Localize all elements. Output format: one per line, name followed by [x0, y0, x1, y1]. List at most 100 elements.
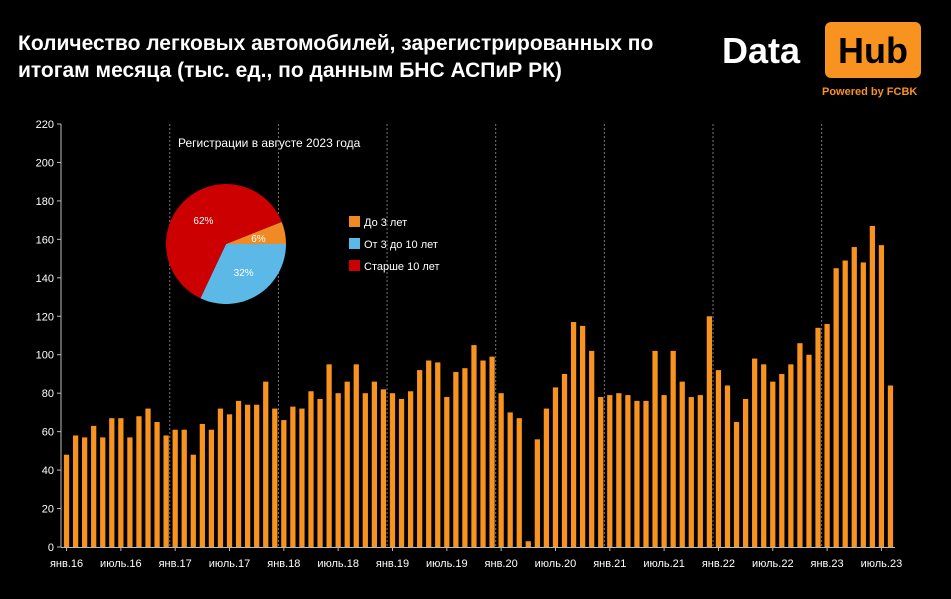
x-tick-label: июль.16: [100, 558, 142, 570]
y-tick-label: 60: [42, 427, 54, 439]
bar: [136, 416, 142, 547]
bar: [507, 412, 513, 547]
bar: [118, 418, 124, 547]
bar: [697, 395, 703, 547]
bar: [172, 429, 178, 547]
logo-hub-text: Hub: [838, 30, 908, 71]
logo-data-text: Data: [722, 30, 801, 71]
legend-swatch: [349, 238, 360, 249]
axes: 0 20 40 60 80 100 120 140 160 180 200 220 янв.16 июль…: [36, 119, 903, 570]
bar: [226, 414, 233, 547]
x-tick-label: июль.17: [209, 558, 251, 570]
bar: [706, 316, 713, 547]
bar: [163, 435, 169, 547]
pie-slice-label: 6%: [251, 234, 266, 245]
bar: [869, 225, 875, 547]
pie-slice: [200, 244, 286, 304]
bar: [607, 395, 613, 547]
bar: [462, 368, 468, 547]
bar: [254, 404, 260, 547]
bar: [72, 435, 79, 547]
bar: [534, 439, 540, 547]
bar: [742, 398, 749, 547]
bar: [779, 373, 785, 547]
bar: [561, 373, 568, 547]
bar: [715, 370, 722, 547]
bar: [661, 395, 667, 547]
bar: [190, 454, 196, 547]
bar: [154, 422, 160, 547]
datahub-logo: Data Hub Powered by FCBK: [722, 20, 922, 100]
y-tick-label: 180: [36, 196, 54, 208]
bar: [842, 260, 848, 547]
x-tick-label: июль.21: [643, 558, 685, 570]
x-tick-label: янв.20: [485, 558, 518, 570]
bar: [263, 381, 269, 547]
bar: [878, 245, 885, 547]
bar: [208, 429, 215, 547]
y-tick-label: 0: [48, 542, 54, 554]
x-tick-label: янв.23: [811, 558, 844, 570]
bar: [525, 541, 531, 547]
bar: [272, 408, 278, 547]
bar: [371, 381, 378, 547]
bar: [453, 372, 459, 547]
bar: [652, 350, 658, 547]
logo-powered-by: Powered by FCBK: [822, 86, 918, 98]
bar: [181, 429, 187, 547]
legend-label: Старше 10 лет: [364, 261, 440, 273]
bar: [824, 323, 830, 547]
y-tick-label: 120: [36, 311, 54, 323]
legend-swatch: [349, 260, 360, 271]
bar: [426, 360, 432, 547]
y-tick-label: 100: [36, 350, 54, 362]
y-tick-label: 20: [42, 504, 54, 516]
bar: [860, 262, 866, 547]
bar: [634, 400, 640, 547]
bar: [761, 364, 767, 547]
x-tick-label: июль.20: [535, 558, 577, 570]
bar: [145, 408, 151, 547]
bar: [444, 397, 450, 547]
bar: [82, 437, 88, 547]
bar: [498, 393, 504, 547]
bar: [100, 437, 106, 547]
bar: [770, 381, 776, 547]
bar: [109, 418, 115, 547]
bar: [643, 400, 649, 547]
bar: [733, 422, 740, 547]
x-tick-label: июль.19: [426, 558, 468, 570]
bar: [299, 408, 305, 547]
bar: [317, 398, 323, 547]
pie-title: Регистрации в августе 2023 года: [178, 136, 361, 150]
bar: [480, 360, 486, 547]
bar: [435, 362, 441, 547]
bar: [91, 425, 97, 547]
bar: [199, 423, 205, 547]
bar: [380, 389, 387, 547]
bar: [127, 437, 133, 547]
y-tick-label: 160: [36, 234, 54, 246]
y-tick-label: 220: [36, 119, 54, 131]
bar: [752, 358, 758, 547]
bar: [353, 364, 359, 547]
bar: [579, 325, 586, 547]
bars: [63, 225, 894, 547]
legend-label: От 3 до 10 лет: [364, 239, 438, 251]
bar: [362, 393, 368, 547]
legend-label: До 3 лет: [364, 217, 407, 229]
legend-swatch: [349, 216, 360, 227]
bar: [235, 400, 242, 547]
bar: [417, 370, 423, 547]
bar: [244, 404, 251, 547]
x-tick-label: янв.19: [376, 558, 409, 570]
inset-pie-chart: Регистрации в августе 2023 года 6% 32% 62% Д…: [166, 136, 440, 304]
x-tick-label: янв.22: [702, 558, 735, 570]
y-tick-label: 140: [36, 273, 54, 285]
bar: [63, 454, 70, 547]
x-tick-label: янв.21: [593, 558, 626, 570]
bar: [516, 418, 522, 547]
year-separators: [169, 124, 823, 547]
bar: [589, 350, 595, 547]
